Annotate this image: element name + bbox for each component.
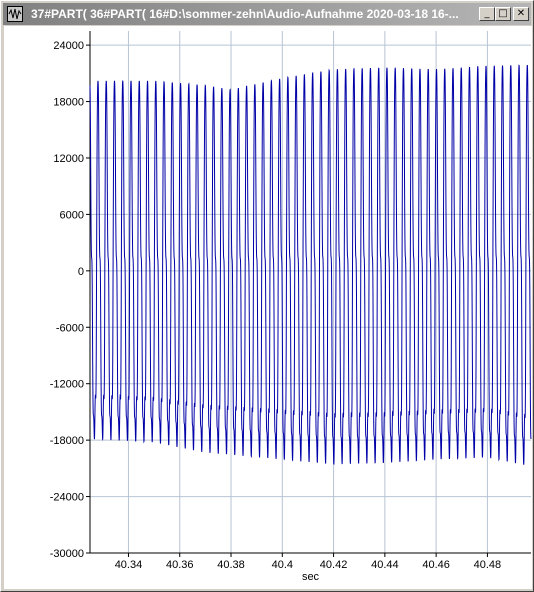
y-tick-label: 12000: [53, 153, 84, 165]
window-title: 37#PART( 36#PART( 16#D:\sommer-zehn\Audi…: [31, 7, 459, 21]
x-tick-label: 40.44: [371, 559, 399, 571]
y-tick-label: -18000: [50, 435, 84, 447]
x-axis-ticks: 40.34 40.36 40.38 40.4 40.42 40.44 40.46 40.48: [115, 553, 501, 571]
signal-series-line: [89, 64, 532, 465]
title-bar[interactable]: 37#PART( 36#PART( 16#D:\sommer-zehn\Audi…: [3, 3, 531, 25]
y-tick-label: -24000: [50, 492, 84, 504]
y-axis-ticks: 24000 18000 12000 6000 0 -6000 -12000 -18000 -24…: [50, 40, 90, 560]
x-tick-label: 40.36: [166, 559, 194, 571]
y-tick-label: -6000: [56, 322, 84, 334]
y-tick-label: 6000: [60, 209, 84, 221]
plot-area[interactable]: 24000 18000 12000 6000 0 -6000 -12000 -18000 -24…: [4, 26, 532, 589]
y-tick-label: 0: [78, 266, 84, 278]
x-tick-label: 40.38: [217, 559, 245, 571]
x-tick-label: 40.4: [272, 559, 293, 571]
close-button[interactable]: ✕: [513, 7, 529, 21]
y-tick-label: -30000: [50, 548, 84, 560]
x-tick-label: 40.34: [115, 559, 143, 571]
maximize-button[interactable]: □: [495, 7, 511, 21]
x-tick-label: 40.46: [422, 559, 450, 571]
y-tick-label: 24000: [53, 40, 84, 52]
x-tick-label: 40.42: [320, 559, 348, 571]
x-axis-label: sec: [302, 571, 320, 583]
waveform-chart[interactable]: 24000 18000 12000 6000 0 -6000 -12000 -18000 -24…: [4, 26, 532, 589]
y-tick-label: 18000: [53, 97, 84, 109]
minimize-button[interactable]: _: [479, 7, 495, 21]
y-tick-label: -12000: [50, 379, 84, 391]
waveform-app-icon[interactable]: [7, 6, 23, 22]
x-tick-label: 40.48: [474, 559, 502, 571]
